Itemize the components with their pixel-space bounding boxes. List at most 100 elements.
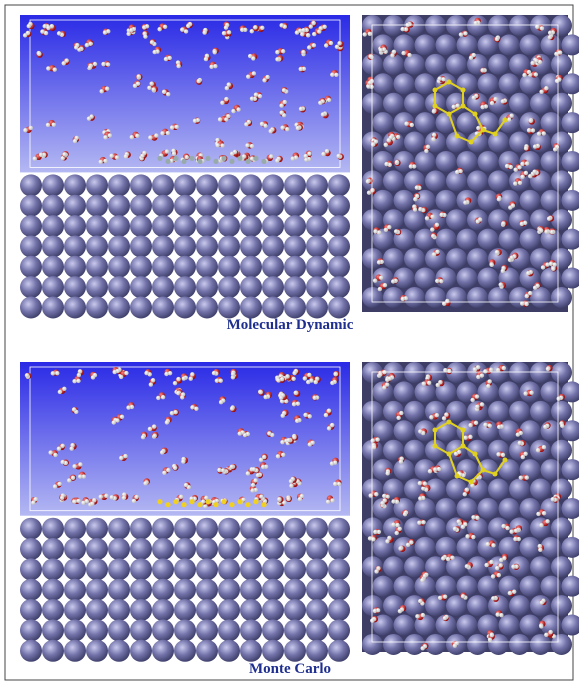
hydrogen-atom: [103, 135, 107, 139]
hydrogen-atom: [60, 496, 64, 500]
metal-atom: [394, 73, 415, 94]
hydrogen-atom: [231, 372, 235, 376]
metal-atom: [64, 195, 86, 217]
metal-atom: [530, 362, 551, 383]
metal-atom: [218, 256, 240, 278]
hydrogen-atom: [395, 160, 399, 164]
hydrogen-atom: [427, 381, 431, 385]
metal-atom: [328, 599, 350, 621]
metal-atom: [284, 276, 306, 298]
hydrogen-atom: [406, 543, 410, 547]
hydrogen-atom: [378, 372, 382, 376]
hydrogen-atom: [281, 49, 285, 53]
hydrogen-atom: [173, 381, 177, 385]
hydrogen-atom: [275, 50, 279, 54]
hydrogen-atom: [491, 574, 495, 578]
metal-atom: [196, 640, 218, 662]
hydrogen-atom: [276, 378, 280, 382]
metal-atom: [509, 15, 530, 36]
metal-atom: [457, 576, 478, 597]
metal-atom: [530, 401, 551, 422]
hydrogen-atom: [157, 27, 161, 31]
hydrogen-atom: [490, 101, 494, 105]
metal-atom: [284, 215, 306, 237]
hydrogen-atom: [527, 128, 531, 132]
hydrogen-atom: [296, 126, 300, 130]
metal-atom: [174, 297, 196, 319]
metal-atom: [42, 558, 64, 580]
hydrogen-atom: [219, 400, 223, 404]
metal-atom: [196, 297, 218, 319]
metal-atom: [130, 538, 152, 560]
hydrogen-atom: [539, 90, 543, 94]
hydrogen-atom: [463, 492, 467, 496]
hydrogen-atom: [374, 492, 378, 496]
hydrogen-atom: [40, 29, 44, 33]
hydrogen-atom: [422, 382, 426, 386]
hydrogen-atom: [505, 164, 509, 168]
hydrogen-atom: [433, 467, 437, 471]
metal-atom: [446, 479, 467, 500]
hydrogen-atom: [442, 416, 446, 420]
metal-atom: [20, 538, 42, 560]
hydrogen-atom: [426, 145, 430, 149]
metal-atom: [284, 619, 306, 641]
hydrogen-atom: [495, 566, 499, 570]
hydrogen-atom: [152, 424, 156, 428]
metal-atom: [404, 93, 425, 114]
hydrogen-atom: [133, 84, 137, 88]
metal-atom: [152, 558, 174, 580]
hydrogen-atom: [90, 501, 94, 505]
hydrogen-atom: [432, 252, 436, 256]
hydrogen-atom: [548, 31, 552, 35]
hydrogen-atom: [496, 368, 500, 372]
molecule-atom: [503, 118, 508, 123]
metal-atom: [196, 599, 218, 621]
metal-atom: [152, 619, 174, 641]
metal-atom: [478, 268, 499, 289]
hydrogen-atom: [501, 269, 505, 273]
hydrogen-atom: [430, 227, 434, 231]
hydrogen-atom: [551, 497, 555, 501]
metal-atom: [20, 599, 42, 621]
metal-atom: [306, 195, 328, 217]
hydrogen-atom: [301, 28, 305, 32]
metal-atom: [415, 498, 436, 519]
hydrogen-atom: [418, 599, 422, 603]
hydrogen-atom: [149, 81, 153, 85]
hydrogen-atom: [421, 613, 425, 617]
inhibitor-atom: [181, 502, 186, 507]
metal-atom: [196, 195, 218, 217]
hydrogen-atom: [269, 129, 273, 133]
metal-atom: [284, 558, 306, 580]
metal-atom: [262, 297, 284, 319]
metal-atom: [551, 170, 572, 191]
metal-atom: [551, 440, 572, 461]
hydrogen-atom: [259, 494, 263, 498]
hydrogen-atom: [463, 200, 467, 204]
metal-atom: [174, 195, 196, 217]
metal-atom: [174, 640, 196, 662]
metal-atom: [130, 297, 152, 319]
hydrogen-atom: [254, 92, 258, 96]
hydrogen-atom: [548, 35, 552, 39]
metal-atom: [240, 297, 262, 319]
hydrogen-atom: [93, 62, 97, 66]
hydrogen-atom: [230, 152, 234, 156]
hydrogen-atom: [524, 146, 528, 150]
metal-atom: [488, 401, 509, 422]
hydrogen-atom: [123, 454, 127, 458]
hydrogen-atom: [162, 90, 166, 94]
hydrogen-atom: [501, 524, 505, 528]
figure: Molecular Dynamic Monte Carlo: [0, 0, 579, 685]
metal-atom: [108, 256, 130, 278]
metal-atom: [415, 34, 436, 55]
metal-atom: [404, 132, 425, 153]
metal-atom: [284, 518, 306, 540]
hydrogen-atom: [418, 481, 422, 485]
metal-atom: [328, 195, 350, 217]
metal-atom: [306, 640, 328, 662]
hydrogen-atom: [165, 420, 169, 424]
metal-atom: [415, 229, 436, 250]
metal-atom: [530, 595, 551, 616]
